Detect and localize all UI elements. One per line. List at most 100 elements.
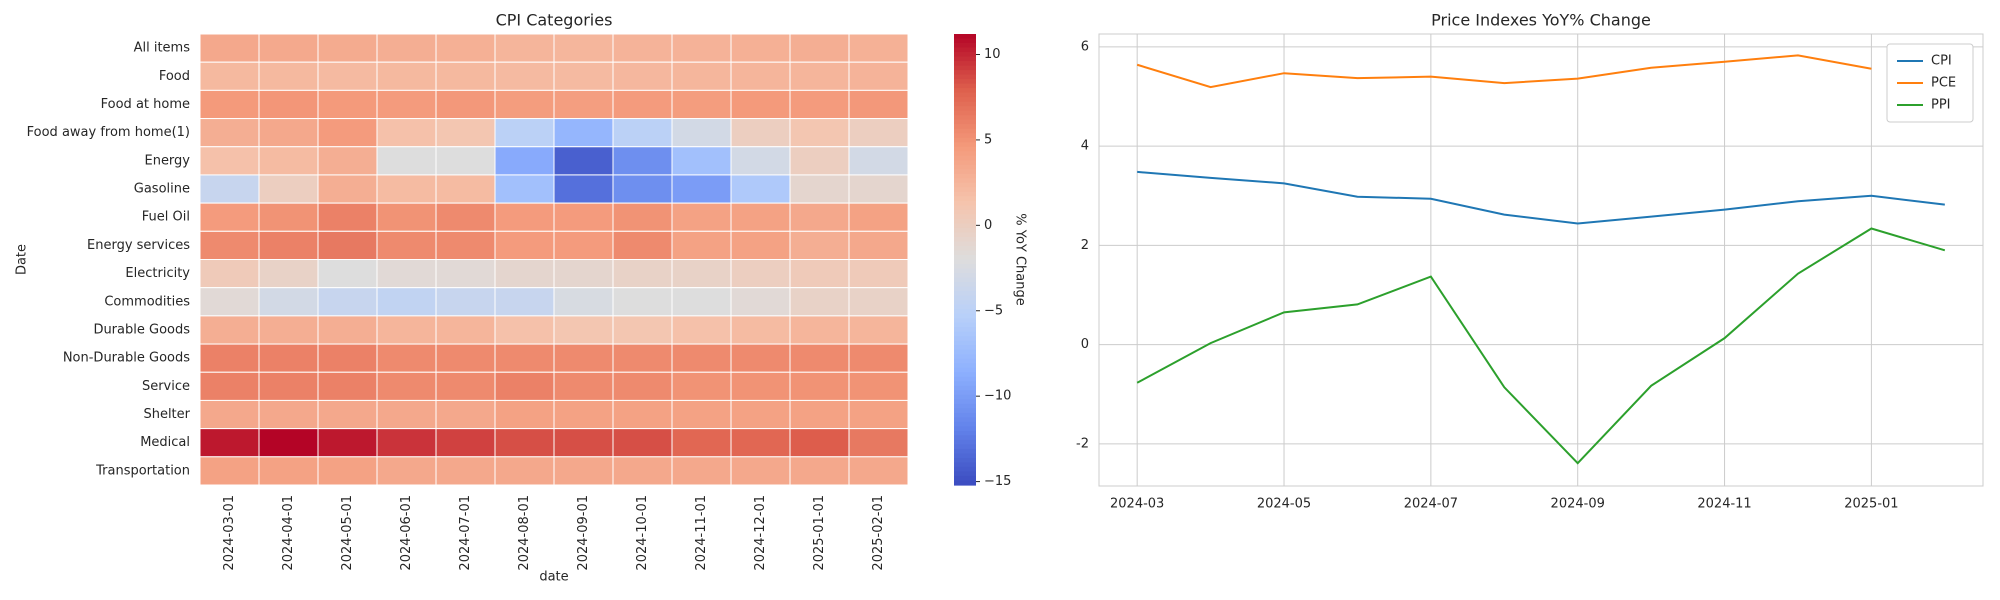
heat-cell — [730, 456, 791, 486]
heat-cell — [199, 315, 260, 345]
heat-cell — [789, 174, 850, 204]
colorbar-segment — [954, 390, 976, 396]
colorbar-segment — [954, 300, 976, 306]
colorbar-segment — [954, 399, 976, 405]
heat-cell — [376, 371, 437, 401]
colorbar-segment — [954, 227, 976, 234]
heat-cell — [494, 146, 555, 176]
legend-label: PPI — [1931, 98, 1951, 113]
heat-cell — [317, 287, 378, 317]
heat-cell — [376, 287, 437, 317]
heat-cell — [612, 428, 673, 458]
heat-cell — [376, 174, 437, 204]
heat-cell — [258, 202, 319, 232]
x-tick-label: 2025-01 — [1844, 497, 1898, 512]
colorbar-tick-label: −15 — [984, 474, 1011, 489]
colorbar-segment — [954, 254, 976, 261]
colorbar-segment — [954, 245, 976, 252]
heat-cell — [317, 343, 378, 373]
heat-cell — [553, 202, 614, 232]
colorbar-segment — [954, 273, 976, 279]
colorbar-segment — [954, 381, 976, 387]
colorbar-segment — [954, 430, 976, 436]
heat-cell — [848, 230, 909, 260]
heat-cell — [553, 399, 614, 430]
heat-cell — [317, 428, 378, 458]
colorbar-segment — [954, 412, 976, 418]
heat-cell — [789, 202, 850, 232]
colorbar-segment — [954, 200, 976, 206]
y-tick-label: Commodities — [104, 294, 190, 309]
heat-cell — [258, 315, 319, 345]
y-tick-label: All items — [134, 41, 191, 56]
colorbar-segment — [954, 214, 976, 220]
heat-cell — [848, 259, 909, 289]
heat-cell — [199, 287, 260, 317]
colorbar-segment — [954, 133, 976, 139]
heat-cell — [671, 287, 732, 317]
heat-cell — [730, 146, 791, 176]
heat-cell — [730, 118, 791, 148]
colorbar-segment — [954, 164, 976, 170]
heat-cell — [848, 146, 909, 176]
colorbar-segment — [954, 128, 976, 134]
x-tick-label: 2024-11 — [1697, 497, 1751, 512]
heat-cell — [258, 33, 319, 63]
heat-cell — [435, 399, 496, 430]
heat-cell — [730, 343, 791, 373]
heat-cell — [317, 33, 378, 63]
x-tick-label: 2024-04-01 — [281, 495, 296, 571]
heat-cell — [848, 315, 909, 345]
y-tick-label: Food — [159, 69, 190, 84]
colorbar-segment — [954, 282, 976, 288]
colorbar-segment — [954, 106, 976, 112]
heat-cell — [612, 371, 673, 401]
heat-cell — [258, 146, 319, 176]
colorbar-segment — [954, 151, 976, 157]
heat-cell — [376, 230, 437, 260]
y-tick-label: Medical — [140, 435, 190, 450]
heat-cell — [317, 230, 378, 260]
colorbar-segment — [954, 119, 976, 125]
heat-cell — [494, 456, 555, 486]
heat-cell — [494, 259, 555, 289]
colorbar-segment — [954, 345, 976, 351]
heat-cell — [612, 259, 673, 289]
colorbar-label: % YoY Change — [1013, 213, 1028, 306]
heat-cell — [730, 315, 791, 345]
chart-title: CPI Categories — [496, 11, 613, 30]
colorbar-segment — [954, 124, 976, 130]
colorbar-tick-label: −5 — [984, 303, 1003, 318]
heat-cell — [494, 118, 555, 148]
heat-cell — [435, 259, 496, 289]
heat-cell — [494, 61, 555, 91]
heat-cell — [435, 315, 496, 345]
colorbar-segment — [954, 56, 976, 62]
colorbar-segment — [954, 318, 976, 324]
line-series — [1136, 54, 1872, 89]
heat-cell — [376, 33, 437, 63]
heat-cell — [789, 399, 850, 430]
heat-cell — [199, 371, 260, 401]
colorbar-segment — [954, 155, 976, 161]
x-tick-label: 2024-09-01 — [576, 495, 591, 571]
heat-cell — [553, 61, 614, 91]
heat-cell — [848, 61, 909, 91]
heat-cell — [789, 89, 850, 120]
heat-cell — [376, 315, 437, 345]
heat-cell — [789, 230, 850, 260]
heat-cell — [199, 174, 260, 204]
colorbar-segment — [954, 363, 976, 369]
heat-cell — [848, 456, 909, 486]
y-tick-label: Food away from home(1) — [27, 125, 190, 140]
colorbar-segment — [954, 475, 976, 482]
colorbar-segment — [954, 322, 976, 328]
heat-cell — [494, 371, 555, 401]
heat-cell — [435, 202, 496, 232]
heat-cell — [671, 146, 732, 176]
colorbar-segment — [954, 142, 976, 148]
heat-cell — [612, 230, 673, 260]
colorbar-segment — [954, 385, 976, 391]
heat-cell — [553, 371, 614, 401]
